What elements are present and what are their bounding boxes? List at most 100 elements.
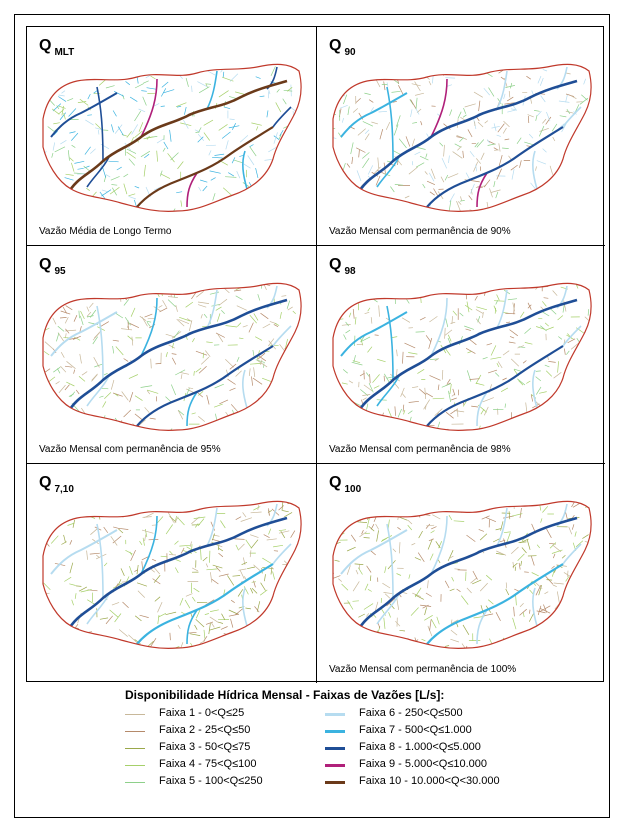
stream-segment (211, 303, 221, 307)
stream-segment (203, 503, 215, 507)
stream-segment (208, 626, 221, 631)
stream-segment (198, 365, 207, 374)
stream-segment (574, 595, 579, 598)
stream-segment (364, 129, 370, 135)
stream-segment (172, 501, 182, 504)
stream-segment (255, 200, 263, 207)
stream-segment (117, 508, 122, 514)
stream-segment (383, 617, 386, 630)
stream-segment (404, 68, 415, 72)
stream-segment (576, 421, 587, 424)
stream-segment (545, 576, 554, 585)
tributary-river (532, 588, 538, 627)
stream-segment (155, 68, 164, 72)
stream-segment (480, 408, 485, 415)
stream-segment (340, 206, 345, 212)
stream-segment (60, 310, 71, 315)
stream-segment (230, 619, 234, 629)
stream-segment (264, 159, 272, 161)
stream-segment (553, 371, 562, 379)
stream-segment (277, 189, 281, 195)
stream-segment (581, 393, 587, 401)
stream-segment (469, 150, 475, 158)
stream-segment (47, 64, 55, 73)
stream-segment (536, 410, 542, 417)
stream-segment (64, 177, 74, 181)
stream-segment (221, 131, 231, 139)
stream-segment (184, 106, 187, 115)
stream-segment (134, 615, 142, 622)
stream-segment (193, 370, 195, 376)
stream-segment (493, 181, 496, 188)
stream-segment (161, 68, 167, 72)
stream-segment (203, 313, 208, 318)
stream-segment (393, 150, 401, 155)
stream-segment (506, 96, 514, 102)
tributary-river (86, 156, 110, 188)
stream-segment (362, 158, 370, 169)
stream-segment (112, 345, 115, 354)
stream-segment (482, 396, 494, 402)
legend-label: Faixa 5 - 100<Q≤250 (159, 775, 263, 787)
stream-segment (339, 104, 348, 109)
stream-segment (574, 155, 577, 166)
stream-segment (272, 384, 280, 391)
tributary-river (376, 593, 400, 625)
stream-segment (238, 568, 247, 571)
stream-segment (59, 112, 66, 121)
stream-segment (423, 292, 429, 295)
stream-segment (73, 314, 78, 322)
stream-segment (450, 502, 460, 507)
stream-segment (338, 297, 341, 309)
stream-segment (285, 374, 293, 384)
stream-segment (236, 171, 241, 179)
stream-segment (542, 118, 547, 124)
stream-segment (454, 143, 462, 148)
panel-q: Q (39, 474, 52, 492)
stream-segment (486, 139, 490, 144)
stream-segment (465, 64, 468, 69)
stream-segment (240, 517, 253, 523)
drainage-network (333, 501, 592, 649)
stream-segment (425, 392, 433, 397)
stream-segment (152, 578, 161, 585)
stream-segment (546, 529, 552, 539)
stream-segment (342, 419, 346, 425)
stream-segment (149, 417, 156, 420)
stream-segment (512, 563, 518, 568)
stream-segment (388, 612, 391, 618)
stream-segment (243, 586, 249, 595)
stream-segment (495, 553, 505, 556)
stream-segment (44, 341, 54, 350)
stream-segment (570, 95, 577, 100)
stream-segment (65, 173, 74, 176)
tributary-river (532, 150, 538, 190)
stream-segment (225, 324, 238, 328)
stream-segment (48, 176, 52, 185)
stream-segment (535, 501, 538, 505)
stream-segment (286, 87, 293, 92)
stream-segment (95, 127, 103, 131)
stream-segment (111, 124, 114, 133)
stream-segment (125, 550, 133, 555)
stream-segment (169, 516, 177, 523)
stream-segment (510, 547, 519, 555)
stream-segment (466, 587, 472, 594)
panel-q710: Q 7,10 (27, 464, 316, 683)
stream-segment (362, 397, 367, 401)
stream-segment (124, 316, 131, 326)
stream-segment (429, 191, 435, 196)
stream-segment (76, 198, 83, 203)
stream-segment (215, 566, 221, 573)
stream-segment (374, 602, 379, 613)
stream-segment (550, 624, 555, 635)
stream-segment (432, 514, 441, 520)
basin-map (42, 63, 302, 212)
stream-segment (585, 607, 592, 614)
stream-segment (68, 420, 75, 426)
stream-segment (96, 199, 100, 209)
stream-segment (427, 539, 433, 550)
stream-segment (498, 143, 501, 152)
stream-segment (477, 121, 484, 128)
stream-segment (282, 136, 288, 139)
